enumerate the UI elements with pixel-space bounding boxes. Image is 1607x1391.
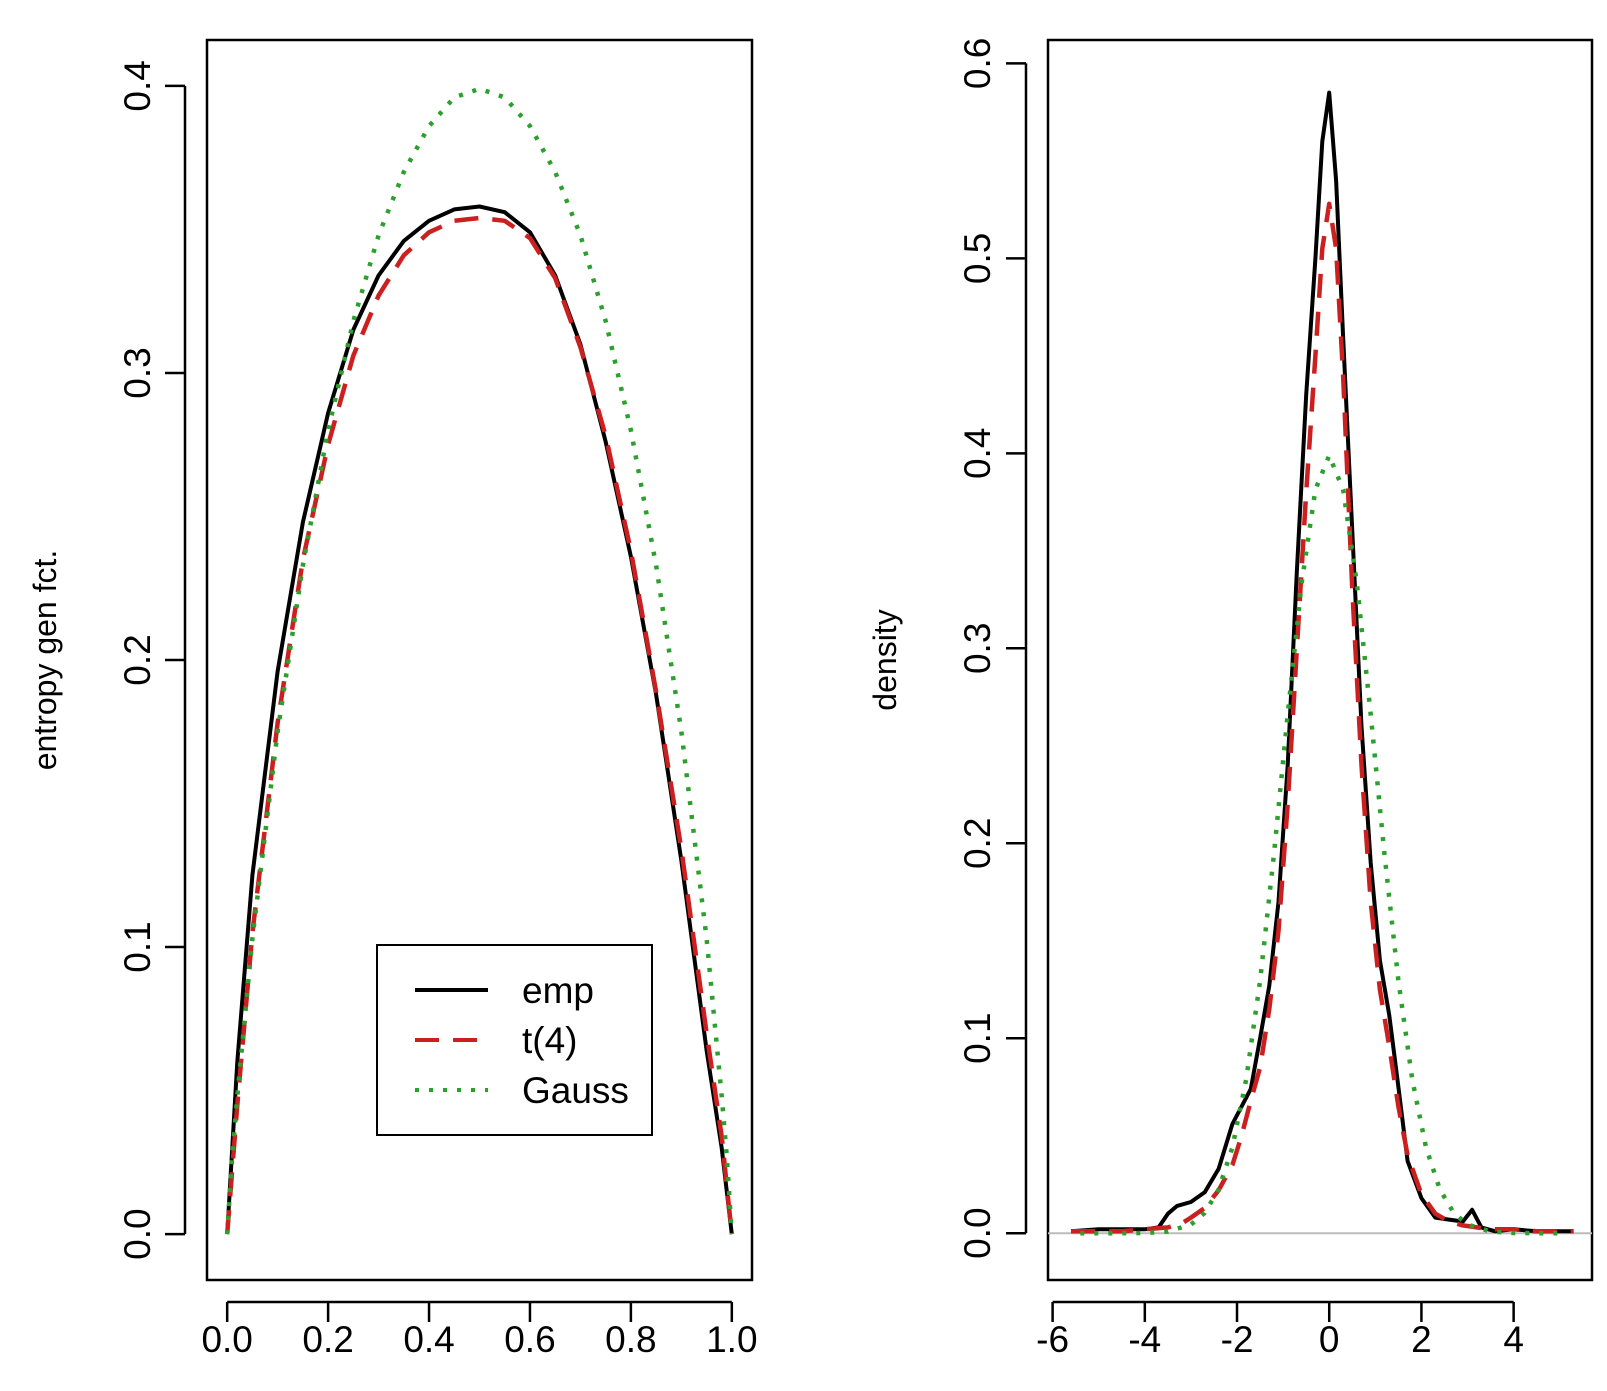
legend-entry-gauss: Gauss [415, 1070, 629, 1111]
left-x-axis: 0.0 0.2 0.4 0.6 0.8 1.0 [201, 1300, 758, 1360]
left-y-axis-title: entropy gen fct. [27, 550, 63, 771]
legend-label-t4: t(4) [522, 1020, 578, 1061]
right-series-layer [1070, 90, 1574, 1236]
left-y-tick-label: 0.4 [117, 60, 158, 111]
left-chart: 0.0 0.2 0.4 0.6 0.8 1.0 0.0 0.1 0.2 0.3 0.4 entro… [27, 38, 758, 1360]
right-y-tick-label: 0.6 [957, 38, 998, 89]
left-series-layer [224, 86, 735, 1235]
right-x-tick-label: 0 [1319, 1319, 1340, 1360]
left-x-tick-label: 1.0 [706, 1319, 757, 1360]
left-x-tick-label: 0.6 [504, 1319, 555, 1360]
right-chart: -6 -4 -2 0 2 4 0.0 0.1 0.2 0.3 0.4 0.5 0.6 density [867, 38, 1594, 1360]
left-y-axis: 0.0 0.1 0.2 0.3 0.4 [117, 60, 187, 1260]
right-series-gauss [1080, 453, 1560, 1236]
right-y-tick-label: 0.4 [957, 428, 998, 479]
left-plot-frame [205, 38, 754, 1282]
left-x-tick-label: 0.8 [605, 1319, 656, 1360]
right-series-emp [1070, 90, 1574, 1234]
right-y-tick-label: 0.0 [957, 1207, 998, 1258]
right-x-tick-label: 2 [1411, 1319, 1432, 1360]
left-series-t4 [224, 215, 735, 1235]
legend: emp t(4) Gauss [376, 944, 653, 1136]
right-x-tick-label: -2 [1221, 1319, 1254, 1360]
right-plot-frame [1046, 38, 1594, 1282]
legend-entry-emp: emp [415, 970, 594, 1011]
right-y-axis: 0.0 0.1 0.2 0.3 0.4 0.5 0.6 [957, 38, 1028, 1259]
left-x-tick-label: 0.0 [201, 1319, 252, 1360]
left-y-tick-label: 0.0 [117, 1208, 158, 1259]
left-x-tick-label: 0.2 [302, 1319, 353, 1360]
left-y-tick-label: 0.2 [117, 634, 158, 685]
legend-label-emp: emp [522, 970, 594, 1011]
right-y-axis-title: density [867, 609, 903, 710]
left-series-gauss [224, 86, 735, 1235]
left-y-tick-label: 0.1 [117, 921, 158, 972]
right-x-tick-label: -6 [1036, 1319, 1069, 1360]
legend-entry-t4: t(4) [415, 1020, 578, 1061]
right-y-tick-label: 0.5 [957, 233, 998, 284]
right-y-tick-label: 0.3 [957, 623, 998, 674]
left-y-tick-label: 0.3 [117, 347, 158, 398]
legend-label-gauss: Gauss [522, 1070, 629, 1111]
right-x-tick-label: -4 [1128, 1319, 1161, 1360]
right-series-t4 [1071, 201, 1574, 1234]
left-x-tick-label: 0.4 [403, 1319, 454, 1360]
right-x-axis: -6 -4 -2 0 2 4 [1036, 1300, 1524, 1360]
right-x-tick-label: 4 [1503, 1319, 1524, 1360]
right-y-tick-label: 0.2 [957, 818, 998, 869]
right-y-tick-label: 0.1 [957, 1012, 998, 1063]
